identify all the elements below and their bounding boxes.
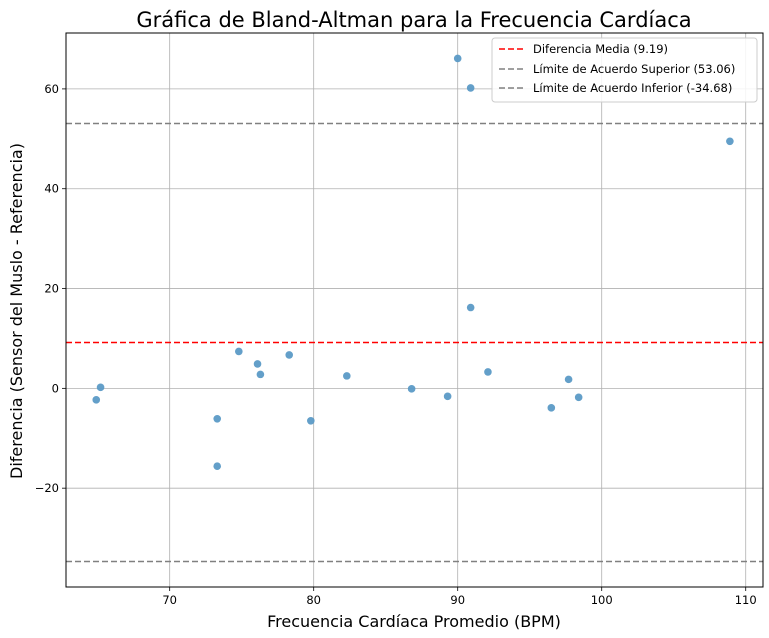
reference-lines: [66, 122, 763, 563]
data-point: [253, 360, 262, 368]
x-tick-label: 110: [735, 593, 757, 607]
data-point: [213, 415, 222, 423]
data-point: [443, 392, 452, 401]
data-point: [564, 375, 573, 384]
x-tick-label: 70: [162, 593, 177, 607]
data-point: [307, 417, 315, 425]
y-axis-label: Diferencia (Sensor del Muslo - Referenci…: [7, 143, 26, 479]
axis-ticks: 70 80 90 100 110 −20 0 20 40 60: [35, 82, 757, 607]
x-tick-label: 100: [591, 593, 613, 607]
legend-label-upper: Límite de Acuerdo Superior (53.06): [533, 62, 735, 76]
legend-label-lower: Límite de Acuerdo Inferior (-34.68): [533, 81, 732, 95]
data-point: [96, 383, 105, 392]
data-point: [466, 303, 475, 312]
data-point: [285, 351, 294, 359]
data-point: [343, 372, 351, 380]
data-point: [453, 54, 462, 63]
x-tick-label: 90: [450, 593, 465, 607]
y-tick-label: −20: [35, 481, 59, 495]
data-point: [726, 137, 734, 146]
y-tick-label: 40: [44, 182, 59, 196]
chart-title: Gráfica de Bland-Altman para la Frecuenc…: [136, 8, 691, 32]
y-tick-label: 0: [52, 381, 59, 395]
grid: [66, 33, 763, 587]
data-point: [466, 84, 475, 92]
data-point: [547, 404, 556, 412]
x-axis-label: Frecuencia Cardíaca Promedio (BPM): [267, 612, 561, 631]
data-point: [92, 396, 101, 404]
data-point: [407, 385, 416, 393]
plot-area-frame: [65, 32, 764, 588]
data-point: [484, 368, 492, 376]
legend: Diferencia Media (9.19) Límite de Acuerd…: [491, 37, 758, 103]
y-tick-label: 20: [44, 282, 59, 296]
data-point: [574, 393, 583, 402]
data-point: [235, 347, 243, 356]
data-points: [92, 54, 734, 471]
data-point: [213, 462, 222, 471]
data-point: [256, 370, 265, 379]
legend-label-mean: Diferencia Media (9.19): [533, 42, 668, 56]
y-tick-label: 60: [44, 82, 59, 96]
legend-box: [491, 37, 758, 103]
x-tick-label: 80: [306, 593, 321, 607]
